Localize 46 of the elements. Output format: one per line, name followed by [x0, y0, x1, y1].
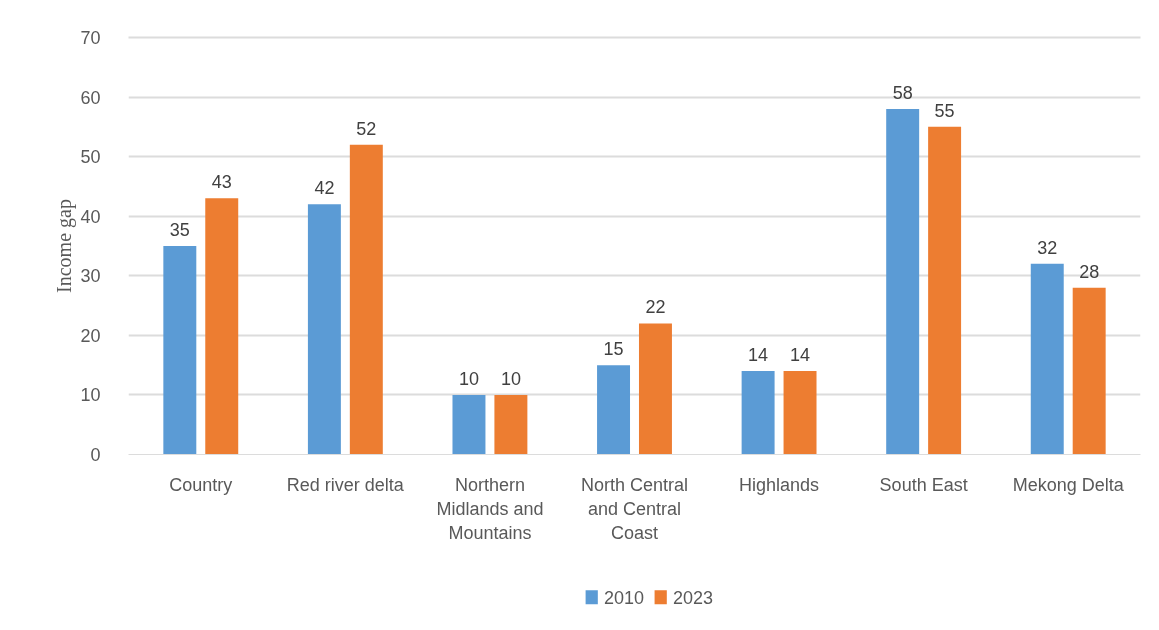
- x-tick-label: Northern Midlands and Mountains: [436, 474, 544, 543]
- bar: [638, 323, 672, 455]
- y-tick-label: 0: [90, 445, 101, 465]
- data-label: 15: [603, 339, 624, 360]
- data-label: 14: [748, 345, 769, 366]
- data-label: 55: [934, 100, 955, 121]
- y-axis-title: Income gap: [53, 199, 77, 293]
- y-tick-label: 10: [80, 385, 101, 406]
- data-label: 10: [500, 368, 521, 389]
- bar: [597, 365, 631, 455]
- data-label: 43: [211, 172, 232, 193]
- y-tick-label: 50: [80, 147, 101, 168]
- bar: [1072, 287, 1106, 455]
- bar: [783, 371, 817, 455]
- data-label: 10: [458, 368, 479, 389]
- bar: [349, 144, 383, 455]
- y-tick-label: 60: [80, 87, 101, 108]
- legend-label: 2023: [672, 587, 713, 608]
- bar: [1030, 263, 1064, 455]
- x-tick-label: Highlands: [739, 474, 820, 495]
- x-tick-label: Country: [169, 474, 233, 495]
- y-tick-label: 20: [80, 325, 101, 346]
- legend-label: 2010: [603, 587, 644, 608]
- x-tick-label: North Central and Central Coast: [580, 474, 689, 543]
- x-tick-label: South East: [879, 474, 968, 495]
- bar: [163, 246, 197, 455]
- data-label: 35: [169, 220, 190, 240]
- data-label: 28: [1079, 261, 1100, 282]
- data-label: 32: [1037, 237, 1058, 258]
- bar: [741, 371, 775, 455]
- y-tick-label: 40: [80, 206, 101, 227]
- bar: [452, 394, 486, 455]
- y-tick-label: 70: [80, 28, 101, 48]
- x-tick-label: Red river delta: [286, 474, 405, 495]
- data-label: 14: [790, 345, 811, 366]
- bar: [928, 126, 962, 455]
- bar: [494, 394, 528, 455]
- bar: [886, 108, 920, 455]
- bar: [205, 198, 239, 455]
- data-label: 42: [314, 178, 335, 199]
- data-label: 22: [645, 297, 666, 318]
- y-tick-label: 30: [80, 266, 101, 287]
- bar: [307, 204, 341, 455]
- data-label: 52: [356, 118, 377, 139]
- data-label: 58: [892, 82, 913, 103]
- x-tick-label: Mekong Delta: [1012, 474, 1125, 495]
